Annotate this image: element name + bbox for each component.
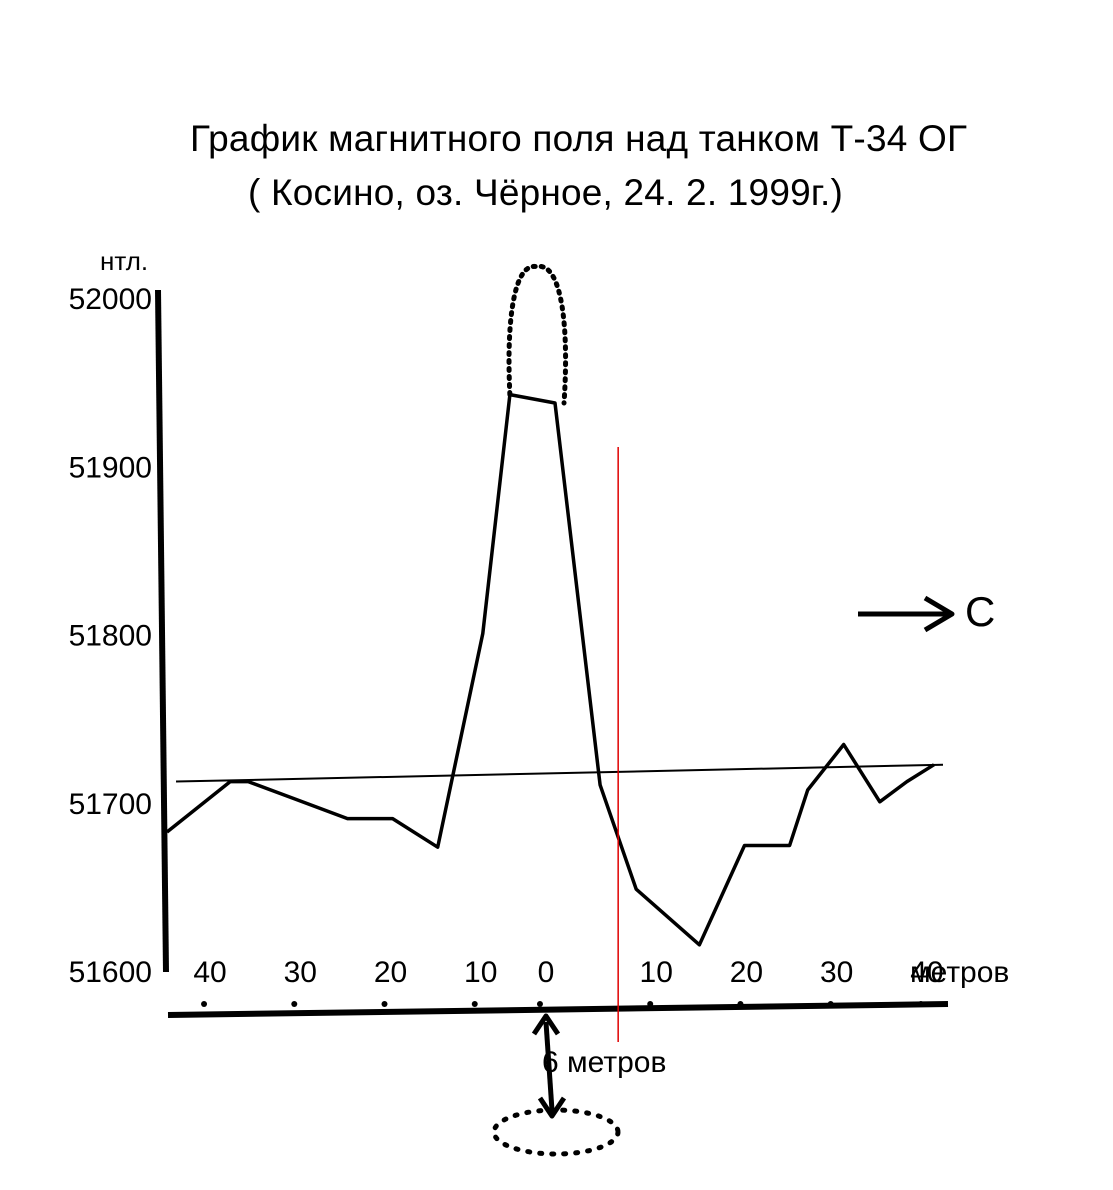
y-tick-label: 52000: [69, 283, 152, 316]
y-tick-label: 51700: [69, 788, 152, 821]
x-tick-label: 30: [820, 956, 853, 989]
x-tick-dot: [737, 1001, 744, 1007]
depth-arrow-head-top: [531, 1013, 561, 1036]
x-tick-label: 30: [284, 956, 317, 989]
chart-title: График магнитного поля над танком Т-34 О…: [190, 118, 968, 159]
y-axis-line: [155, 289, 169, 973]
baseline-line: [176, 763, 944, 783]
y-tick-label: 51800: [69, 620, 152, 653]
x-tick-dot: [536, 1001, 543, 1007]
x-tick-dot: [291, 1001, 298, 1007]
x-tick-label: 10: [640, 956, 673, 989]
y-axis-unit-label: нтл.: [100, 246, 148, 276]
series-line: [165, 392, 935, 947]
depth-arrow-shaft: [543, 1021, 555, 1111]
north-label: С: [965, 588, 995, 635]
tank-position-ellipse: [491, 1107, 621, 1157]
north-arrow-head: [923, 595, 955, 633]
depth-arrow-head-bottom: [537, 1096, 567, 1119]
chart-subtitle: ( Косино, оз. Чёрное, 24. 2. 1999г.): [248, 172, 844, 213]
x-tick-label: 10: [464, 956, 497, 989]
x-tick-dot: [827, 1001, 834, 1007]
ground-line: [167, 1001, 949, 1018]
y-tick-label: 51600: [69, 956, 152, 989]
x-axis-unit-label: метров: [910, 956, 1009, 989]
x-tick-label: 20: [730, 956, 763, 989]
x-tick-dot: [471, 1001, 478, 1007]
x-tick-dot: [647, 1001, 654, 1007]
x-tick-dot: [381, 1001, 388, 1007]
y-tick-label: 51900: [69, 451, 152, 484]
x-tick-dot: [917, 1001, 924, 1007]
peak-extrapolation-line: [506, 264, 569, 406]
x-tick-label: 0: [538, 956, 555, 989]
depth-label: 6 метров: [542, 1046, 666, 1079]
x-tick-label: 20: [374, 956, 407, 989]
x-tick-label: 40: [193, 956, 226, 989]
x-tick-label: 40: [910, 956, 943, 989]
x-tick-dot: [201, 1001, 208, 1007]
